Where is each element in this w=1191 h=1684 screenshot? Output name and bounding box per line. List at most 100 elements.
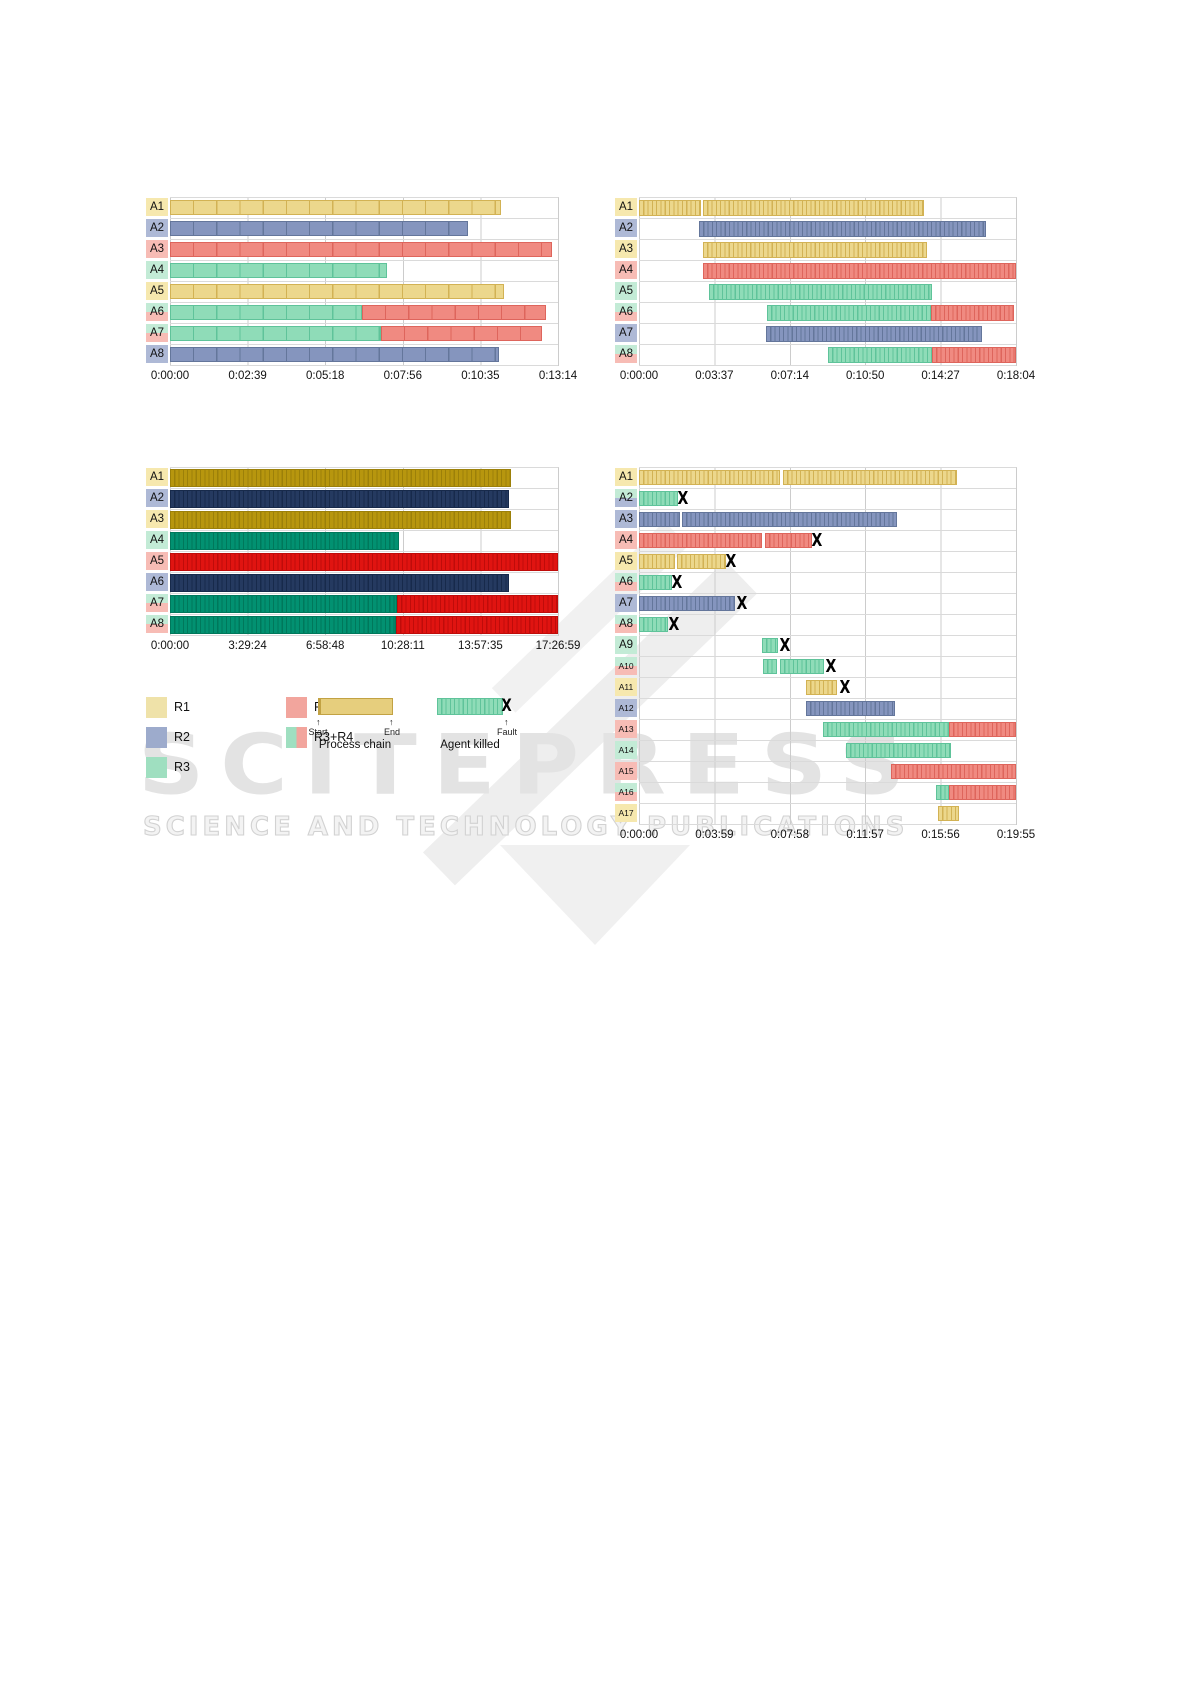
legend-label-r2: R2 <box>174 730 190 744</box>
axis-tick-label: 0:00:00 <box>150 370 190 382</box>
row-label-chip: A9 <box>615 636 637 654</box>
row-label-chip: A5 <box>615 552 637 570</box>
process-chain-bar <box>170 532 399 550</box>
process-chain-bar <box>703 200 925 216</box>
process-chain-bar <box>703 263 1016 279</box>
axis-tick-label: 0:03:59 <box>695 829 734 841</box>
process-chain-bar <box>639 533 762 548</box>
row-label-chip: A6 <box>615 573 637 591</box>
process-chain-bar <box>170 347 500 362</box>
row-label-chip: A3 <box>146 510 168 528</box>
arrow-up-icon: ↑ <box>504 717 509 727</box>
process-chain-bar <box>170 221 468 236</box>
process-chain-caption: Process chain <box>318 739 392 751</box>
process-chain-bar <box>764 533 813 548</box>
process-chain-bar <box>806 680 837 695</box>
fault-marker-icon: X <box>811 530 823 551</box>
row-label-chip: A16 <box>615 783 637 801</box>
process-chain-bar <box>639 470 781 485</box>
arrow-up-icon: ↑ <box>316 717 321 727</box>
process-chain-bar <box>698 221 986 237</box>
fault-marker-icon: X <box>671 572 683 593</box>
row-label-chip: A8 <box>615 615 637 633</box>
row-label-chip: A2 <box>146 219 168 237</box>
process-chain-bar <box>170 574 509 592</box>
fault-marker-icon: X <box>736 593 748 614</box>
process-chain-bar <box>170 511 511 529</box>
fault-marker-icon: X <box>779 635 791 656</box>
process-chain-bar <box>170 305 362 320</box>
agent-killed-caption: Agent killed <box>440 739 500 751</box>
r3-r4-swatch <box>286 727 307 748</box>
process-chain-bar <box>170 490 509 508</box>
agent-killed-sample-bar <box>437 698 503 715</box>
process-chain-bar <box>170 326 382 341</box>
row-label-chip: A4 <box>615 261 637 279</box>
axis-tick-label: 0:10:35 <box>461 370 500 382</box>
process-chain-bar <box>381 326 543 341</box>
process-chain-bar <box>782 470 957 485</box>
process-chain-bar <box>677 554 726 569</box>
axis-tick-label: 0:07:58 <box>770 829 809 841</box>
row-label-chip: A17 <box>615 804 637 822</box>
axis-tick-label: 0:07:56 <box>383 370 422 382</box>
row-label-chip: A8 <box>615 345 637 363</box>
legend-label-r3: R3 <box>174 760 190 774</box>
row-label-chip: A4 <box>146 261 168 279</box>
fault-marker-icon: X <box>501 696 512 716</box>
process-chain-bar <box>931 347 1016 363</box>
row-label-chip: A1 <box>615 468 637 486</box>
row-label-chip: A14 <box>615 741 637 759</box>
process-chain-bar <box>639 596 736 611</box>
process-chain-bar <box>767 305 932 321</box>
r1-swatch <box>146 697 167 718</box>
process-chain-bar <box>937 806 960 821</box>
watermark-flag <box>500 845 690 945</box>
row-label-chip: A6 <box>615 303 637 321</box>
process-chain-bar <box>890 764 1016 779</box>
row-label-chip: A5 <box>615 282 637 300</box>
process-chain-bar <box>639 554 675 569</box>
row-label-chip: A1 <box>615 198 637 216</box>
process-chain-bar <box>780 659 824 674</box>
axis-tick-label: 0:10:50 <box>846 370 885 382</box>
row-label-chip: A7 <box>146 594 168 612</box>
gantt-chart-1: A1 A2 A3 A4 A5 A6 A7 A8 0:00:00 0:02:39 0:05:18 0:0… <box>146 197 577 387</box>
row-label-chip: A2 <box>146 489 168 507</box>
axis-tick-label: 0:07:14 <box>770 370 809 382</box>
row-label-chip: A5 <box>146 282 168 300</box>
row-label-chip: A6 <box>146 573 168 591</box>
fault-marker-icon: X <box>677 488 689 509</box>
axis-tick-label: 0:15:56 <box>921 829 960 841</box>
axis-tick-label: 0:19:55 <box>996 829 1036 841</box>
process-chain-bar <box>170 616 397 634</box>
fault-marker-icon: X <box>725 551 737 572</box>
process-chain-bar <box>170 200 502 215</box>
process-chain-bar <box>639 491 678 506</box>
legend-label-r3r4: R3+R4 <box>314 730 354 744</box>
row-label-chip: A7 <box>615 594 637 612</box>
row-label-chip: A13 <box>615 720 637 738</box>
process-chain-bar <box>397 595 558 613</box>
process-chain-sample-bar <box>318 698 393 715</box>
process-chain-bar <box>822 722 950 737</box>
process-chain-bar <box>682 512 898 527</box>
fault-label: Fault <box>496 727 518 737</box>
process-chain-bar <box>639 200 702 216</box>
end-label: End <box>383 727 401 737</box>
process-chain-bar <box>396 616 558 634</box>
process-chain-bar <box>703 242 927 258</box>
row-label-chip: A4 <box>146 531 168 549</box>
row-label-chip: A6 <box>146 303 168 321</box>
row-label-chip: A3 <box>146 240 168 258</box>
row-label-chip: A7 <box>146 324 168 342</box>
process-chain-bar <box>361 305 547 320</box>
row-label-chip: A10 <box>615 657 637 675</box>
axis-tick-label: 0:02:39 <box>228 370 267 382</box>
r4-swatch <box>286 697 307 718</box>
axis-tick-label: 0:13:14 <box>538 370 578 382</box>
row-label-chip: A15 <box>615 762 637 780</box>
row-label-chip: A8 <box>146 615 168 633</box>
process-chain-bar <box>846 743 951 758</box>
